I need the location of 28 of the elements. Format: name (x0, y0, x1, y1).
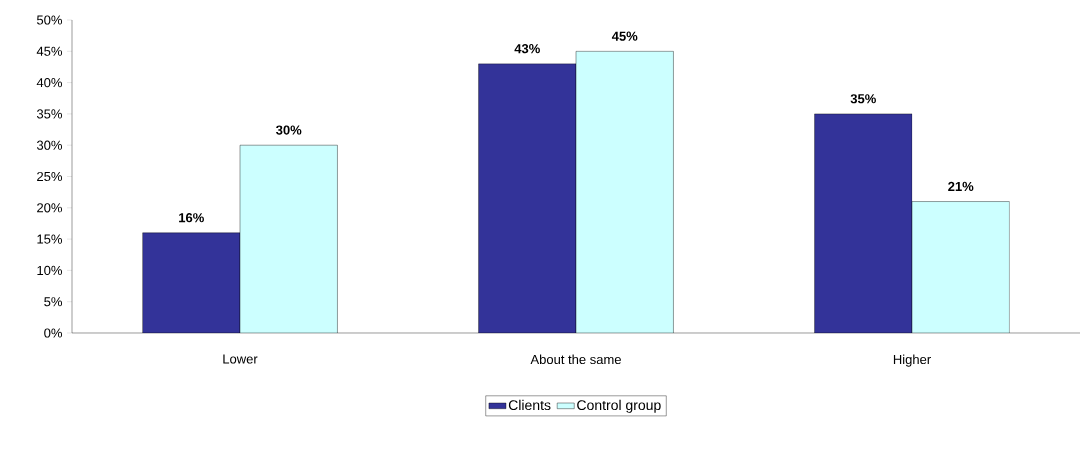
bar (576, 51, 674, 333)
y-tick-label: 20% (37, 203, 63, 213)
bar (240, 145, 338, 333)
data-label: 43% (514, 44, 540, 54)
y-tick-label: 40% (36, 78, 63, 88)
y-tick-label: 10% (37, 265, 63, 275)
data-label: 35% (850, 94, 876, 104)
y-tick-label: 5% (44, 297, 63, 307)
data-label: 45% (611, 31, 638, 41)
y-tick-label: 15% (37, 234, 63, 244)
bar (911, 201, 1010, 333)
y-tick-label: 25% (37, 171, 63, 182)
y-tick-label: 45% (36, 46, 63, 56)
bar (142, 232, 241, 333)
data-label: 30% (276, 125, 302, 135)
x-tick-label: About the same (530, 354, 621, 365)
legend-label: Clients (508, 399, 551, 411)
x-tick-label: Lower (223, 354, 258, 364)
bar (814, 113, 913, 333)
x-tick-label: Higher (893, 354, 931, 367)
data-label: 16% (179, 213, 204, 223)
y-tick-label: 0% (44, 328, 63, 338)
y-tick-label: 50% (36, 15, 63, 25)
data-label: 21% (948, 181, 974, 191)
bar (478, 63, 577, 333)
y-tick-label: 35% (36, 109, 63, 119)
legend-label: Control group (577, 399, 661, 413)
y-tick-label: 30% (36, 140, 63, 150)
